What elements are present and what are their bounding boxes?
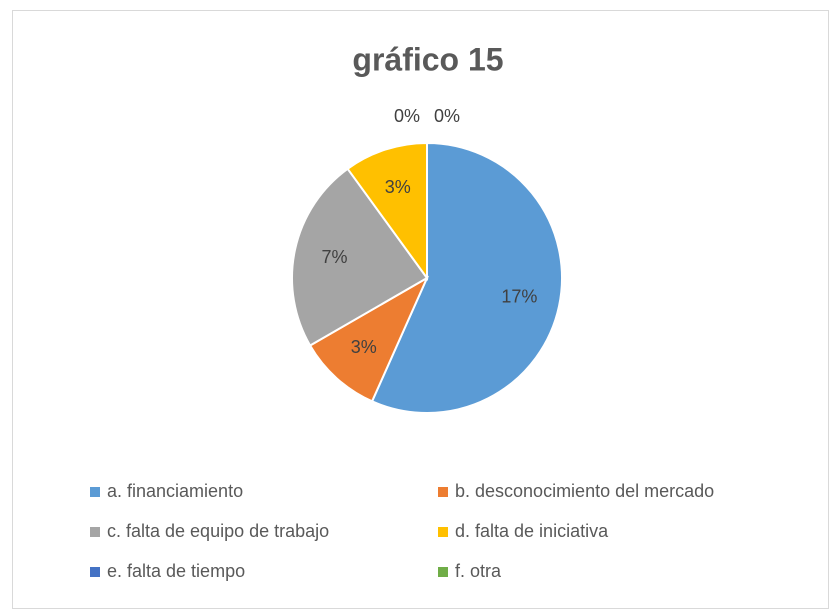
legend-label: e. falta de tiempo [107, 561, 245, 581]
chart-title: gráfico 15 [352, 41, 503, 77]
data-label: 3% [351, 337, 377, 357]
pie-slice [346, 141, 428, 282]
legend-marker [90, 487, 100, 497]
data-label: 0% [434, 106, 460, 126]
legend-marker [90, 527, 100, 537]
data-label: 3% [385, 177, 411, 197]
legend-label: b. desconocimiento del mercado [455, 481, 714, 501]
legend-label: f. otra [455, 561, 502, 581]
legend-marker [438, 567, 448, 577]
data-label: 0% [394, 106, 420, 126]
legend-marker [438, 527, 448, 537]
legend-marker [438, 487, 448, 497]
pie-slice [370, 141, 563, 414]
legend-marker [90, 567, 100, 577]
data-label: 17% [501, 286, 537, 306]
pie-slice [291, 167, 429, 347]
data-label: 7% [322, 247, 348, 267]
legend-label: c. falta de equipo de trabajo [107, 521, 329, 541]
pie-slice [308, 275, 430, 403]
legend-label: d. falta de iniciativa [455, 521, 609, 541]
legend-label: a. financiamiento [107, 481, 243, 501]
